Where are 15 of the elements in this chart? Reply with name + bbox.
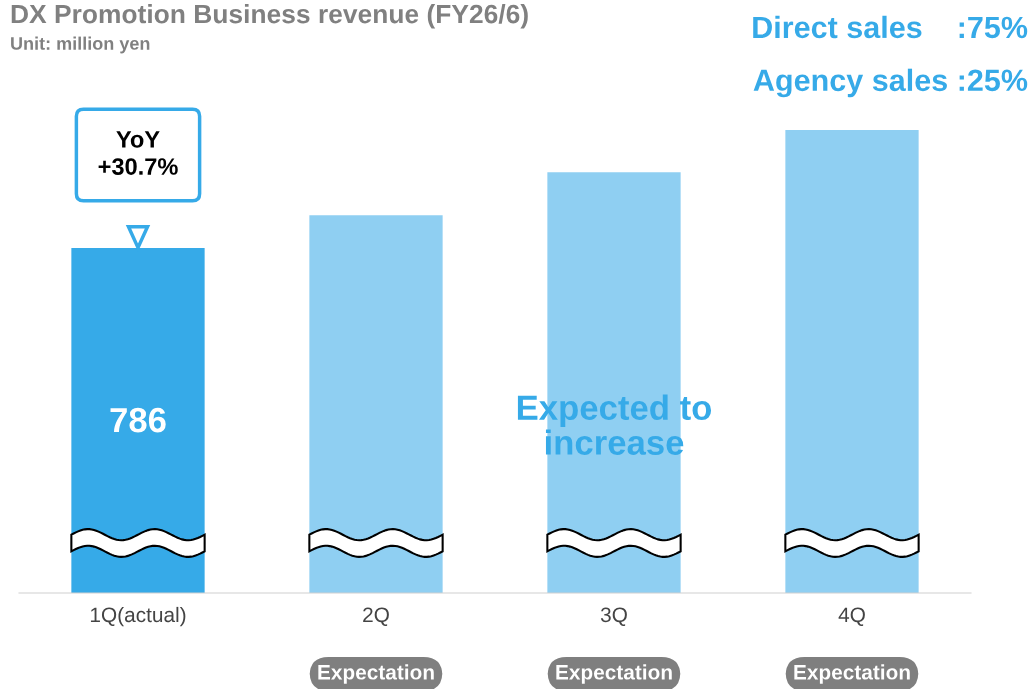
x-tick-label: 4Q: [838, 607, 865, 626]
text: Expectation: [318, 664, 434, 684]
bar: [785, 130, 919, 593]
x-tick-label: 3Q: [600, 607, 627, 626]
text: Agency sales :25%: [753, 68, 1028, 98]
x-tick-label: 2Q: [363, 607, 389, 626]
chart-subtitle: Unit: million yen: [11, 36, 150, 54]
annotation: 786: [110, 407, 166, 433]
text: Expectation: [556, 664, 672, 684]
chart-title: DX Promotion Business revenue (FY26/6): [11, 4, 528, 29]
annotation: YoY +30.7%: [98, 131, 178, 175]
text: Direct sales :75%: [753, 15, 1028, 39]
x-tick-label: 1Q(actual): [90, 606, 186, 627]
bar: [309, 215, 443, 593]
text: Expectation: [794, 664, 910, 684]
